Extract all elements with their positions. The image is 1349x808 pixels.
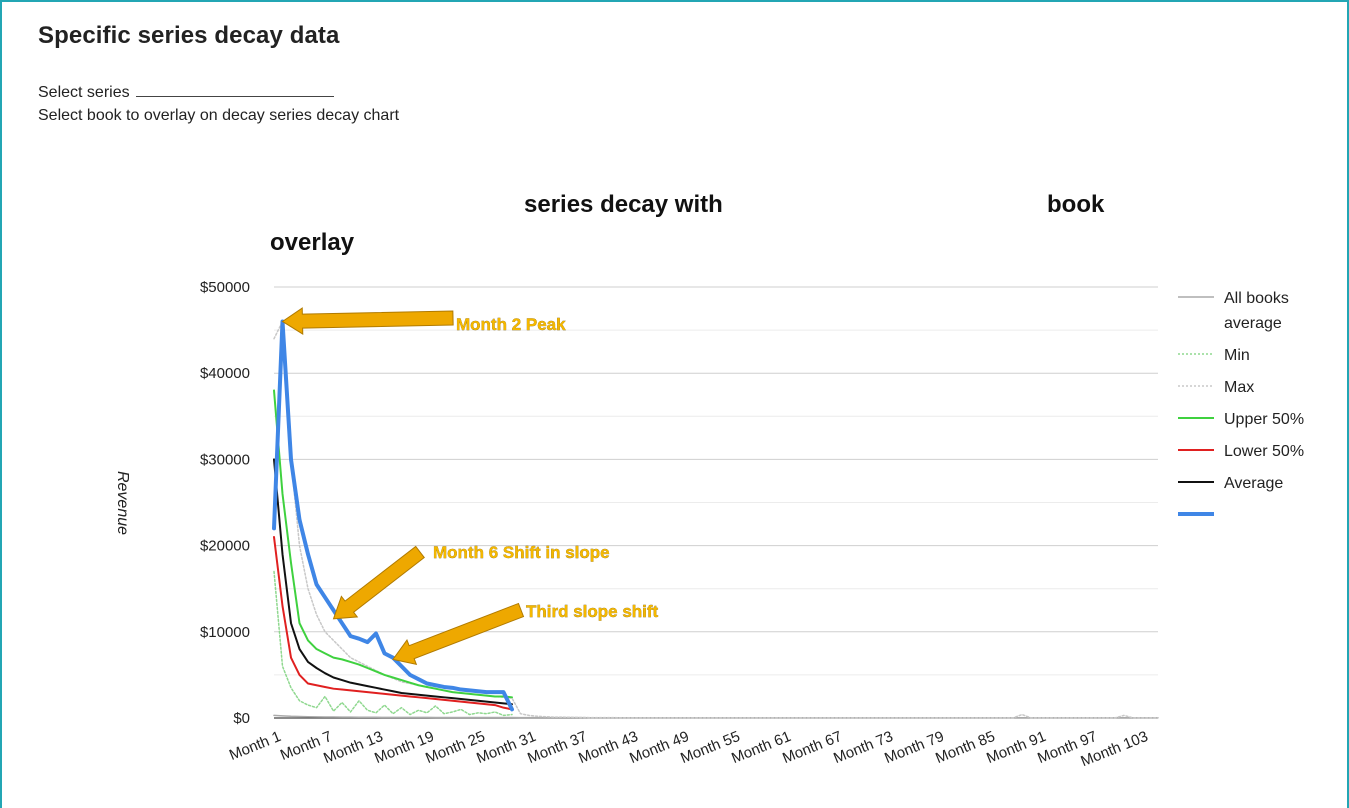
series-line-1 xyxy=(273,570,513,717)
annotation-arrow-shape xyxy=(281,307,454,335)
select-book-label: Select book to overlay on decay series d… xyxy=(38,107,400,124)
legend-label-0: All books average xyxy=(1224,290,1289,332)
y-tick-label: $20000 xyxy=(200,538,250,555)
legend-label-2: Max xyxy=(1224,379,1254,396)
chart-title-part-1: series decay with xyxy=(524,191,723,218)
legend-label-3: Upper 50% xyxy=(1224,411,1304,428)
series-lines xyxy=(272,319,1159,719)
select-series-label: Select series xyxy=(38,84,130,101)
annotation-arrow xyxy=(392,602,525,665)
annotation-arrow xyxy=(332,545,425,620)
y-axis-label: Revenue xyxy=(114,471,131,535)
y-tick-label: $50000 xyxy=(200,279,250,296)
y-tick-label: $40000 xyxy=(200,365,250,382)
y-tick-label: $10000 xyxy=(200,624,250,641)
y-tick-label: $30000 xyxy=(200,451,250,468)
annotation-label: Month 6 Shift in slope xyxy=(433,543,610,562)
x-tick-label: Month 1 xyxy=(227,728,284,764)
legend: All books average Min Max Upper 50% Lower 50%… xyxy=(1178,290,1304,516)
annotation-arrow-shape xyxy=(332,545,425,620)
annotation-label: Month 2 Peak xyxy=(456,315,566,334)
page-title: Specific series decay data xyxy=(38,22,340,49)
annotation-arrow xyxy=(281,307,454,335)
series-line-6 xyxy=(272,319,514,712)
chart-title-part-3: overlay xyxy=(270,229,355,256)
annotation-label: Third slope shift xyxy=(526,602,659,621)
chart-title-part-2: book xyxy=(1047,191,1105,218)
select-series-input[interactable] xyxy=(135,82,334,97)
legend-label-1: Min xyxy=(1224,347,1250,364)
select-series-row[interactable]: Select series xyxy=(38,82,334,102)
axes: $0 $10000 $20000 $30000 $40000 $50000 Month 1 M… xyxy=(114,279,1158,770)
series-line-5 xyxy=(273,458,513,706)
annotations: Month 2 Peak Month 6 Shift in slope Third … xyxy=(281,307,659,665)
legend-label-4: Lower 50% xyxy=(1224,443,1304,460)
series-line-4 xyxy=(273,535,513,711)
series-line-3 xyxy=(273,389,513,699)
annotation-arrow-shape xyxy=(392,602,525,665)
y-tick-label: $0 xyxy=(233,710,250,727)
legend-label-5: Average xyxy=(1224,475,1283,492)
